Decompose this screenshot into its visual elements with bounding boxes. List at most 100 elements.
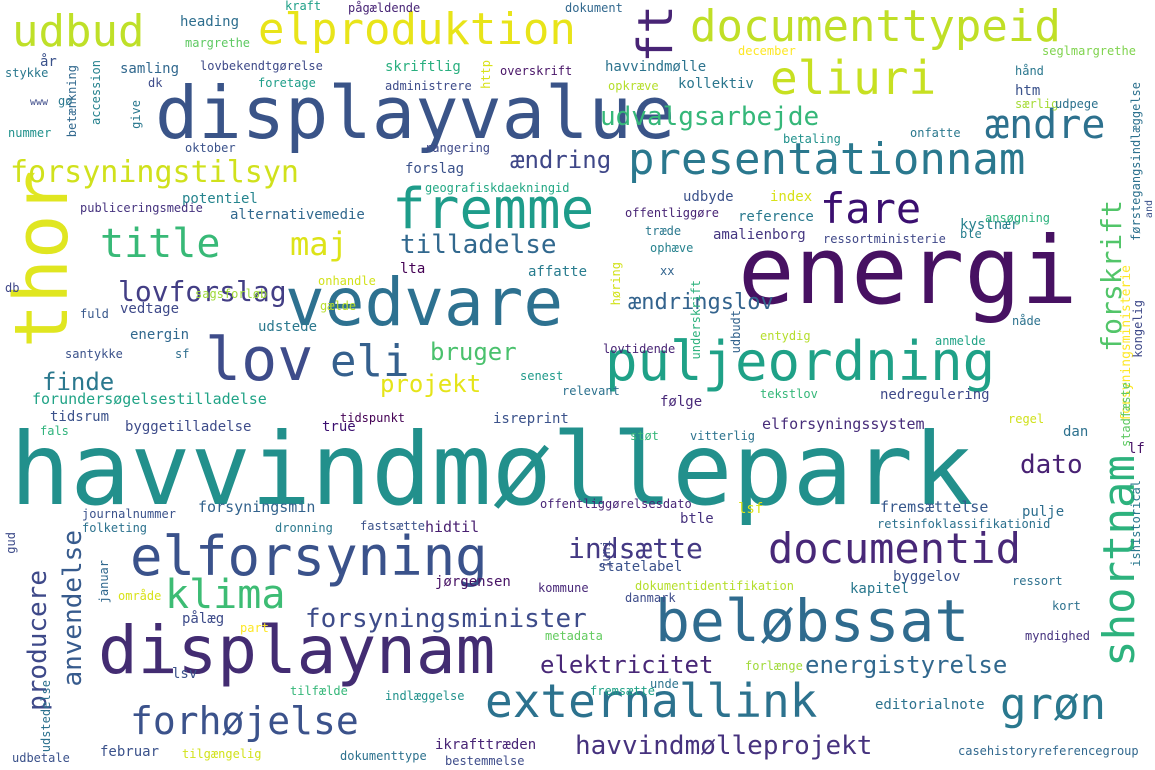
word-entydig: entydig (760, 329, 811, 343)
word-lsv: lsv (172, 666, 198, 682)
word-statelabel: statelabel (598, 559, 683, 575)
word-opkraeve: opkræve (608, 79, 659, 93)
word-aar: år (40, 54, 57, 70)
word-vitterlig: vitterlig (690, 429, 756, 443)
word-samling: samling (120, 61, 180, 77)
word-udbudt: udbudt (729, 310, 743, 354)
word-stoet: støt (630, 429, 659, 443)
word-forslag: forslag (405, 161, 465, 177)
word-tekstlov: tekstlov (760, 387, 818, 401)
word-displaynam: displaynam (98, 612, 496, 689)
word-beloebssat: beløbssat (655, 587, 970, 655)
word-forsyningsminister: forsyningsminister (305, 604, 587, 634)
word-udbud: udbud (12, 6, 145, 57)
word-ressort: ressort (1012, 574, 1063, 588)
word-unde: unde (650, 677, 679, 691)
word-lsf: lsf (738, 501, 764, 517)
word-onfatte: onfatte (910, 126, 961, 140)
word-betaling: betaling (783, 132, 841, 146)
word-eliuri: eliuri (770, 51, 937, 105)
word-ishistorical: ishistorical (1129, 480, 1143, 567)
word-ansoegning: ansøgning (985, 211, 1051, 225)
word-sagsforloeb: sagsforløb (195, 287, 268, 301)
word-aendring: ændring (510, 146, 612, 174)
word-kongelig: kongelig (1131, 300, 1145, 358)
word-udstede: udstede (258, 319, 318, 335)
word-part: part (240, 621, 269, 635)
word-retsinfoklassifikationid: retsinfoklassifikationid (877, 517, 1051, 531)
word-kommune: kommune (538, 581, 589, 595)
word-forsyningsmin: forsyningsmin (198, 498, 316, 516)
word-www: www (30, 97, 49, 108)
word-rangering: rangering (425, 141, 491, 155)
word-anvendelse: anvendelse (58, 530, 88, 687)
word-alternativemedie: alternativemedie (230, 207, 365, 223)
word-indlaeggelse: indlæggelse (385, 689, 465, 703)
word-aendringslov: ændringslov (628, 290, 774, 315)
word-casehistoryreferencegroup: casehistoryreferencegroup (958, 744, 1139, 758)
word-januar: januar (97, 560, 111, 604)
word-heading: heading (180, 14, 240, 30)
word-ophaeve: ophæve (650, 241, 694, 255)
word-dokument: dokument (565, 1, 623, 15)
word-elproduktion: elproduktion (258, 4, 576, 55)
word-stykke: stykke (5, 66, 49, 80)
word-tilladelse: tilladelse (400, 230, 557, 260)
word-goe: gø (58, 94, 73, 108)
word-lov: lov (205, 325, 314, 395)
word-dronning: dronning (275, 521, 333, 535)
word-udpege: udpege (1055, 97, 1099, 111)
word-sf: sf (175, 347, 190, 361)
word-nedregulering: nedregulering (880, 387, 990, 403)
word-affatte: affatte (528, 264, 588, 280)
word-elforsyning: elforsyning (130, 525, 488, 588)
word-underskrift: underskrift (689, 280, 703, 360)
word-puljeordning: puljeordning (605, 330, 996, 393)
word-gud: gud (4, 532, 18, 554)
word-kapitel: kapitel (850, 581, 910, 597)
word-energi: energi (738, 217, 1078, 326)
word-lovtidende: lovtidende (603, 342, 676, 356)
word-forhoejelse: forhøjelse (130, 699, 359, 743)
word-elforsyningssystem: elforsyningssystem (762, 415, 925, 433)
word-projekt: projekt (380, 370, 482, 398)
word-saerlig: særlig (1015, 97, 1059, 111)
word-byggelov: byggelov (893, 569, 961, 585)
word-dato: dato (1020, 450, 1083, 480)
word-documenttypeid: documenttypeid (690, 1, 1061, 52)
word-klima: klima (165, 572, 286, 618)
word-kollektiv: kollektiv (678, 76, 754, 92)
word-thor: thor (0, 170, 85, 349)
word-nummer: nummer (8, 126, 52, 140)
word-forsyningstilsyn: forsyningstilsyn (10, 155, 299, 190)
word-dokumenttype: dokumenttype (340, 749, 427, 763)
word-htm: htm (1015, 83, 1041, 99)
word-forlaenge: forlænge (745, 659, 803, 673)
word-skriftlig: skriftlig (385, 59, 461, 75)
word-relevant: relevant (562, 384, 620, 398)
word-lf: lf (1128, 441, 1145, 457)
word-gaelde: gælde (320, 299, 357, 313)
word-dan: dan (1063, 424, 1089, 440)
word-kort: kort (1052, 599, 1081, 613)
word-db: db (5, 281, 20, 295)
word-http: http (479, 60, 493, 89)
word-tidspunkt: tidspunkt (340, 411, 406, 425)
word-elektricitet: elektricitet (540, 651, 714, 679)
word-hoering: høring (609, 262, 623, 306)
word-kraft: kraft (285, 0, 322, 13)
word-byggetilladelse: byggetilladelse (125, 419, 252, 435)
word-omraade: område (118, 589, 162, 603)
word-regel: regel (1008, 412, 1045, 426)
word-lovforslag: lovforslag (118, 275, 287, 308)
word-tilfaelde: tilfælde (290, 684, 348, 698)
word-tidsrum: tidsrum (50, 409, 110, 425)
word-udbyde: udbyde (683, 189, 734, 205)
word-oktober: oktober (185, 141, 236, 155)
word-externallink: externallink (485, 674, 818, 728)
word-udstedelse: udstedelse (39, 680, 53, 753)
word-and: and (1144, 200, 1155, 219)
word-dokumentidentifikation: dokumentidentifikation (635, 579, 794, 593)
word-title: title (100, 221, 221, 267)
